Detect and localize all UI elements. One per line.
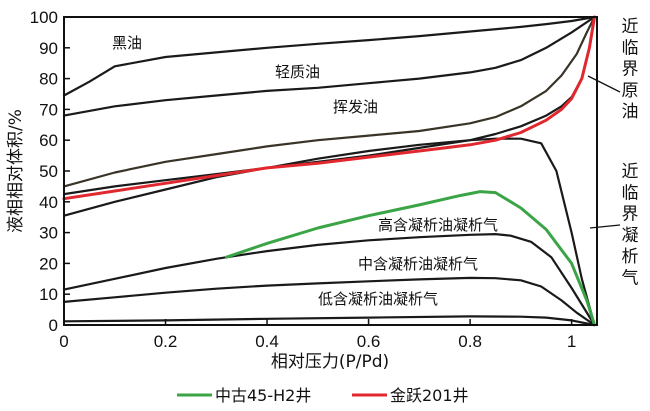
label-volatile-oil: 挥发油 <box>333 98 378 116</box>
series-line-black-oil <box>62 15 596 97</box>
y-tick-label: 20 <box>39 254 58 273</box>
series-line-low-cond <box>62 315 596 327</box>
y-tick-label: 90 <box>39 39 58 58</box>
y-tick-label: 100 <box>30 8 58 27</box>
y-tick-label: 60 <box>39 131 58 150</box>
label-near-critical-oil: 近临界原油 <box>622 17 639 122</box>
x-tick-label: 1 <box>567 332 576 351</box>
series-line-volatile-oil-upper <box>62 15 596 188</box>
x-axis: 0 0.2 0.4 0.6 0.8 1 <box>59 319 576 351</box>
series-lines <box>62 15 596 327</box>
series-line-jinyue <box>62 15 596 201</box>
y-tick-label: 30 <box>39 224 58 243</box>
y-axis-title: 液相相对体积/% <box>6 109 26 233</box>
y-tick-label: 80 <box>39 70 58 89</box>
series-line-mid-cond <box>62 276 596 327</box>
series-line-light-oil <box>62 15 596 117</box>
pointer-near-critical-gas <box>589 224 621 229</box>
y-tick-label: 10 <box>39 285 58 304</box>
label-black-oil: 黑油 <box>112 34 142 52</box>
y-tick-label: 40 <box>39 193 58 212</box>
x-axis-title: 相对压力(P/Pd) <box>271 352 389 372</box>
y-tick-label: 50 <box>39 162 58 181</box>
pointer-near-critical-oil <box>587 75 621 93</box>
y-axis: 0 10 20 30 40 50 60 70 80 90 100 <box>30 8 70 335</box>
series-line-zhonggu <box>224 190 596 327</box>
x-tick-label: 0.8 <box>458 332 482 351</box>
x-tick-label: 0 <box>59 332 68 351</box>
legend-label-zhonggu: 中古45-H2井 <box>215 386 311 405</box>
y-tick-label: 70 <box>39 100 58 119</box>
legend-label-jinyue: 金跃201井 <box>390 386 469 405</box>
label-light-oil: 轻质油 <box>275 63 320 81</box>
plot-frame <box>63 16 598 326</box>
x-tick-label: 0.4 <box>255 332 279 351</box>
label-near-critical-gas: 近临界凝析气 <box>622 162 639 288</box>
legend: 中古45-H2井 金跃201井 <box>177 386 469 405</box>
x-tick-label: 0.2 <box>154 332 178 351</box>
series-line-high-cond <box>62 233 596 327</box>
series-line-near-critical-gas <box>62 137 596 327</box>
y-tick-label: 0 <box>49 316 58 335</box>
label-high-condensate-gas: 高含凝析油凝析气 <box>378 216 498 234</box>
x-tick-label: 0.6 <box>357 332 381 351</box>
label-low-condensate-gas: 低含凝析油凝析气 <box>318 290 438 308</box>
label-mid-condensate-gas: 中含凝析油凝析气 <box>358 255 478 273</box>
